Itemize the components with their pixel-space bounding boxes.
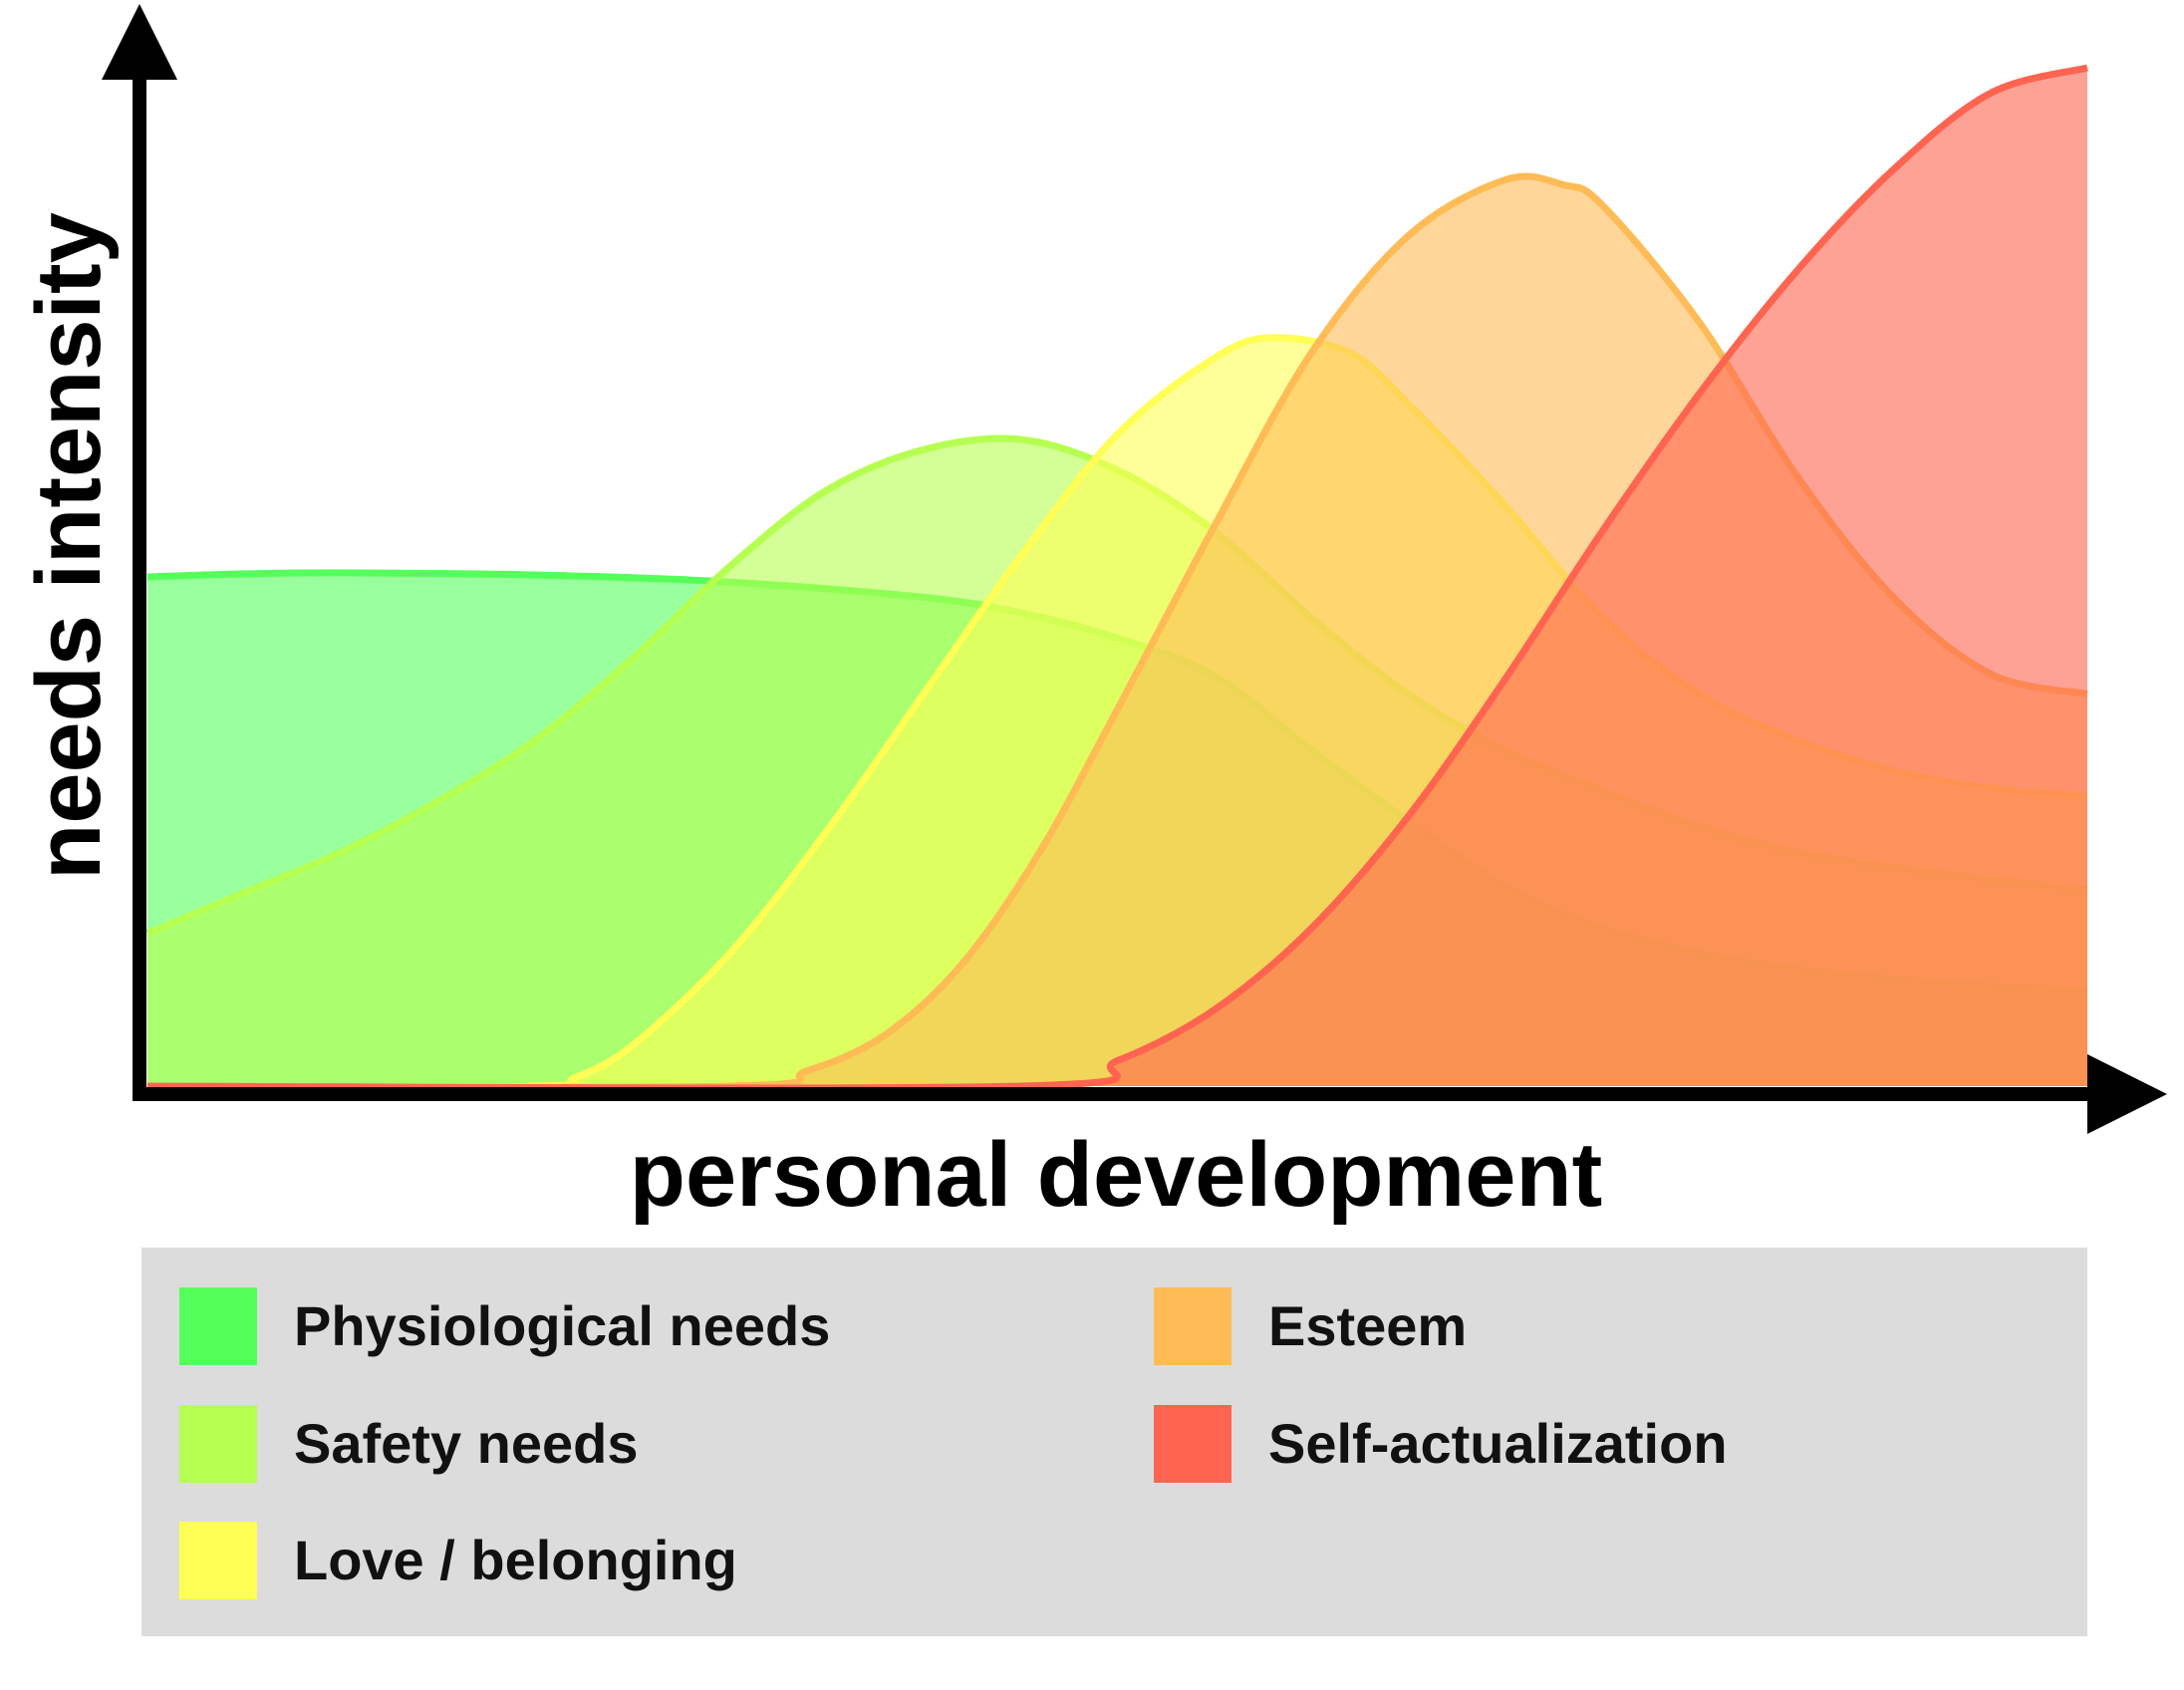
legend-label: Safety needs bbox=[294, 1412, 639, 1475]
legend-items: Physiological needs Safety needs Love / be… bbox=[179, 1287, 1728, 1599]
legend-item: Esteem bbox=[1154, 1287, 1467, 1365]
legend-label: Physiological needs bbox=[294, 1294, 830, 1357]
legend-swatch bbox=[1154, 1405, 1231, 1483]
x-axis-label: personal development bbox=[630, 1124, 1602, 1226]
plot-area bbox=[145, 64, 2088, 1092]
legend-swatch bbox=[179, 1287, 257, 1365]
legend-background bbox=[141, 1248, 2087, 1636]
legend-swatch bbox=[1154, 1287, 1231, 1365]
legend-item: Physiological needs bbox=[179, 1287, 830, 1365]
legend-item: Love / belonging bbox=[179, 1522, 737, 1599]
legend-item: Self-actualization bbox=[1154, 1405, 1728, 1483]
y-axis-label: needs intensity bbox=[18, 212, 120, 880]
legend-item: Safety needs bbox=[179, 1405, 639, 1483]
legend-label: Self-actualization bbox=[1268, 1412, 1728, 1475]
axes bbox=[102, 4, 2167, 1134]
legend-label: Esteem bbox=[1268, 1294, 1467, 1357]
legend: Physiological needs Safety needs Love / be… bbox=[141, 1248, 2087, 1636]
legend-swatch bbox=[179, 1522, 257, 1599]
area-self-actualization bbox=[147, 68, 2087, 1088]
x-axis-arrow-icon bbox=[2087, 1054, 2167, 1134]
legend-swatch bbox=[179, 1405, 257, 1483]
series-line-self-actualization bbox=[146, 64, 2088, 1092]
legend-label: Love / belonging bbox=[294, 1529, 737, 1591]
y-axis-arrow-icon bbox=[102, 4, 177, 80]
